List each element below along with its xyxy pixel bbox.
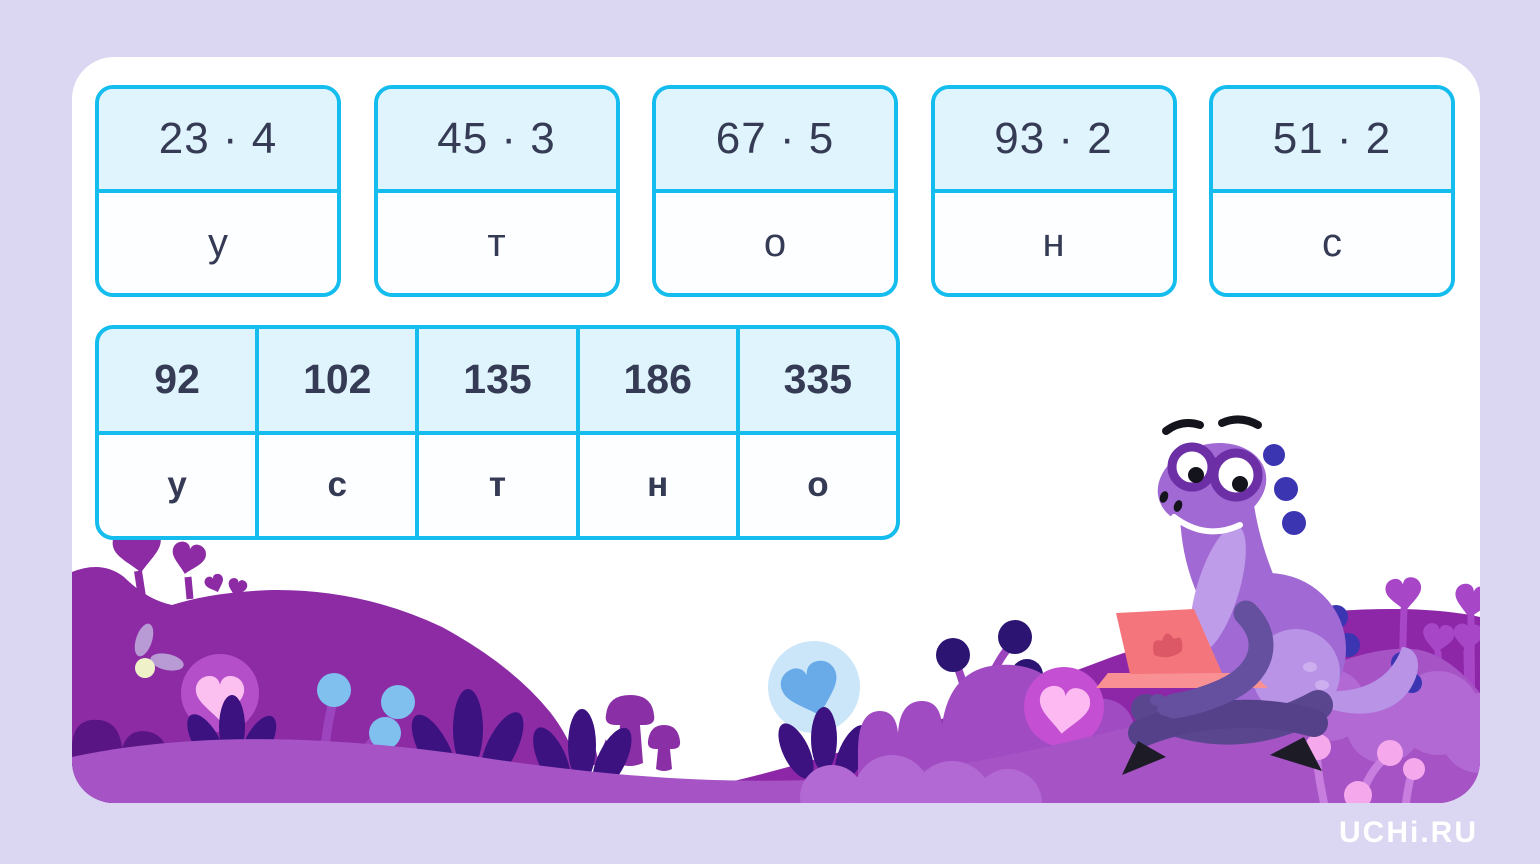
pink-heart-flower-right-icon bbox=[1024, 667, 1104, 747]
dino-character-icon bbox=[1096, 415, 1422, 775]
answer-number-cell: 186 bbox=[579, 329, 736, 431]
answer-letter-slot[interactable]: о bbox=[656, 193, 894, 293]
uchi-ru-logo: UCHi.RU bbox=[1339, 816, 1478, 849]
problem-card-4[interactable]: 93 · 2 н bbox=[930, 85, 1177, 297]
dark-plants-icon bbox=[411, 689, 632, 791]
firefly-icon bbox=[134, 623, 184, 678]
problem-card-5[interactable]: 51 · 2 с bbox=[1209, 85, 1455, 297]
problem-expression: 45 · 3 bbox=[377, 89, 616, 193]
dino-legs bbox=[1122, 690, 1333, 775]
answer-letter-slot[interactable]: с bbox=[1213, 193, 1451, 293]
right-hill bbox=[617, 609, 1480, 803]
answer-number-cell: 92 bbox=[99, 329, 256, 431]
answer-number-cell: 335 bbox=[739, 329, 896, 431]
pink-berries-icon bbox=[1305, 734, 1425, 803]
answer-letter-cell: о bbox=[739, 434, 896, 536]
answer-key-table: 92 102 135 186 335 у с т н о bbox=[95, 325, 900, 540]
answer-letter-slot[interactable]: у bbox=[99, 193, 337, 293]
answer-number-cell: 102 bbox=[259, 329, 416, 431]
laptop-icon bbox=[1096, 609, 1268, 688]
left-hill bbox=[72, 567, 580, 803]
blueberries-icon bbox=[317, 673, 415, 803]
answer-letter-cell: н bbox=[579, 434, 736, 536]
front-hill bbox=[72, 648, 1480, 803]
pink-heart-flower-icon bbox=[181, 654, 277, 771]
blue-heart-flower-icon bbox=[768, 641, 870, 781]
answer-letter-slot[interactable]: т bbox=[377, 193, 616, 293]
problem-expression: 67 · 5 bbox=[656, 89, 894, 193]
problem-card-2[interactable]: 45 · 3 т bbox=[373, 85, 620, 297]
answer-letter-slot[interactable]: н bbox=[934, 193, 1173, 293]
heart-flowers-right-icon bbox=[1384, 576, 1480, 779]
problem-card-3[interactable]: 67 · 5 о bbox=[652, 85, 898, 297]
bush-cluster-icon bbox=[858, 620, 1138, 803]
problem-cards-row: 23 · 4 у 45 · 3 т 67 · 5 о 93 · 2 н 51 ·… bbox=[95, 85, 1455, 297]
problem-expression: 23 · 4 bbox=[99, 89, 337, 193]
dark-bushes-icon bbox=[72, 719, 275, 803]
answer-letter-cell: у bbox=[99, 434, 256, 536]
mushrooms-icon bbox=[564, 695, 681, 771]
exercise-panel: 23 · 4 у 45 · 3 т 67 · 5 о 93 · 2 н 51 ·… bbox=[72, 57, 1480, 803]
answer-letter-cell: с bbox=[259, 434, 416, 536]
problem-card-1[interactable]: 23 · 4 у bbox=[95, 85, 341, 297]
answer-letter-cell: т bbox=[419, 434, 576, 536]
problem-expression: 51 · 2 bbox=[1213, 89, 1451, 193]
answer-number-cell: 135 bbox=[419, 329, 576, 431]
problem-expression: 93 · 2 bbox=[934, 89, 1173, 193]
front-bushes-icon bbox=[800, 669, 1480, 803]
